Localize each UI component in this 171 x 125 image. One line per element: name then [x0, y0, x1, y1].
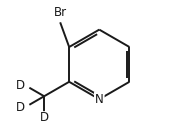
Text: D: D: [16, 101, 25, 114]
Text: D: D: [40, 111, 49, 124]
Text: Br: Br: [54, 6, 67, 19]
Text: D: D: [16, 79, 25, 92]
Text: N: N: [95, 93, 104, 106]
